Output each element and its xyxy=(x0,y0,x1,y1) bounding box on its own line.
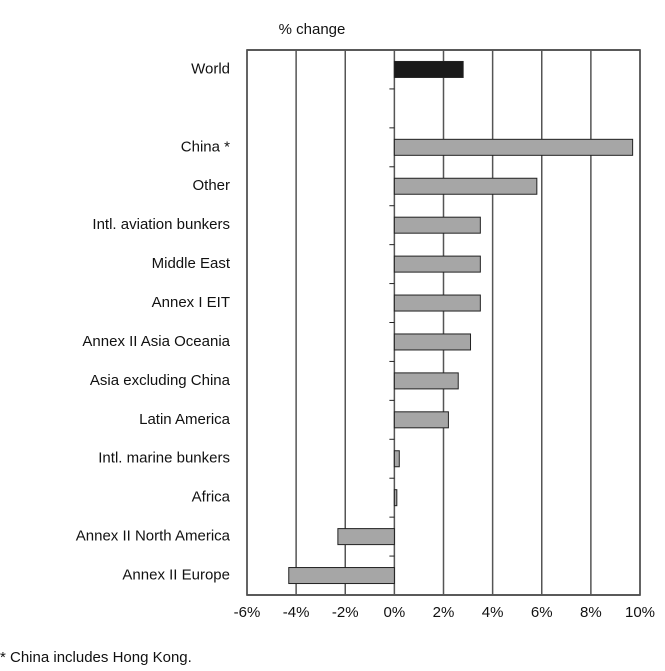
footnote: * China includes Hong Kong. xyxy=(0,649,192,666)
x-tick-label: 8% xyxy=(580,604,602,621)
y-tick-label: Asia excluding China xyxy=(90,372,231,389)
y-tick-label: Intl. marine bunkers xyxy=(98,450,230,467)
y-tick-label: Africa xyxy=(192,489,231,506)
y-tick-label: China * xyxy=(181,138,230,155)
x-tick-label: -6% xyxy=(234,604,261,621)
bar xyxy=(393,60,464,78)
bar xyxy=(393,372,459,390)
bar xyxy=(393,333,472,351)
bar xyxy=(393,294,481,312)
bar xyxy=(393,450,400,468)
axis-label: % change xyxy=(279,21,346,38)
bar xyxy=(393,138,634,156)
bar xyxy=(393,489,398,507)
x-tick-label: 6% xyxy=(531,604,553,621)
y-tick-label: Other xyxy=(192,177,230,194)
y-tick-label: World xyxy=(191,60,230,77)
y-tick-label: Annex II Europe xyxy=(122,567,230,584)
x-tick-label: -2% xyxy=(332,604,359,621)
y-tick-label: Intl. aviation bunkers xyxy=(92,216,230,233)
x-tick-label: 10% xyxy=(625,604,655,621)
y-tick-label: Annex I EIT xyxy=(152,294,230,311)
bar xyxy=(393,411,449,429)
x-tick-label: -4% xyxy=(283,604,310,621)
bar xyxy=(393,216,481,234)
y-tick-label: Latin America xyxy=(139,411,231,428)
y-tick-label: Middle East xyxy=(152,255,231,272)
y-tick-label: Annex II Asia Oceania xyxy=(82,333,230,350)
bar xyxy=(393,177,538,195)
x-tick-label: 4% xyxy=(482,604,504,621)
bar xyxy=(393,255,481,273)
bar xyxy=(288,567,395,585)
bar xyxy=(337,528,395,546)
x-tick-label: 2% xyxy=(433,604,455,621)
y-tick-label: Annex II North America xyxy=(76,528,231,545)
x-tick-label: 0% xyxy=(384,604,406,621)
